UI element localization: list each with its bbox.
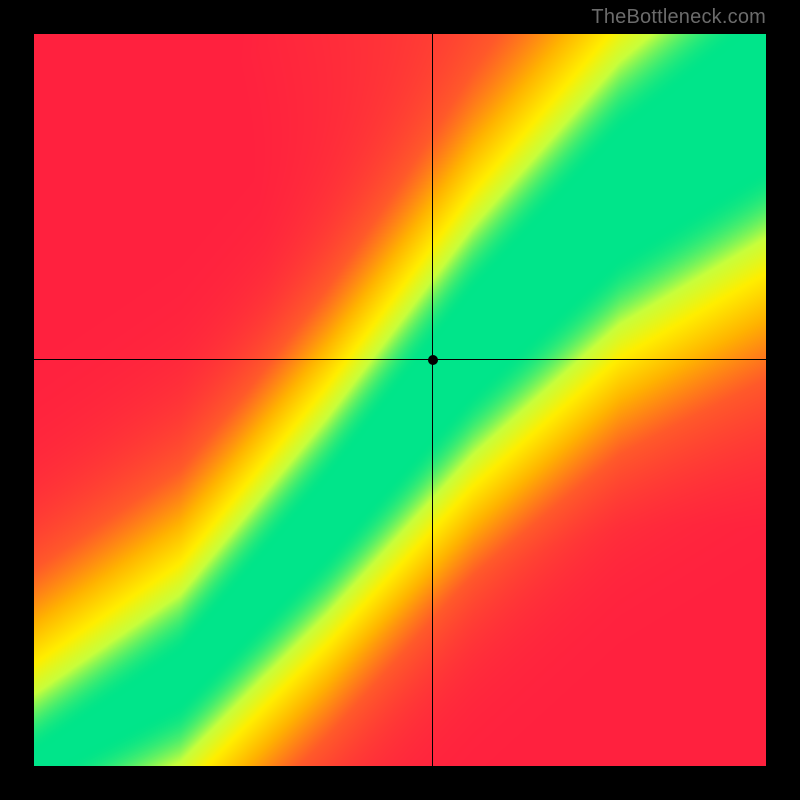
bottleneck-heatmap [34, 34, 766, 766]
watermark-text: TheBottleneck.com [591, 6, 766, 29]
heatmap-canvas [34, 34, 766, 766]
